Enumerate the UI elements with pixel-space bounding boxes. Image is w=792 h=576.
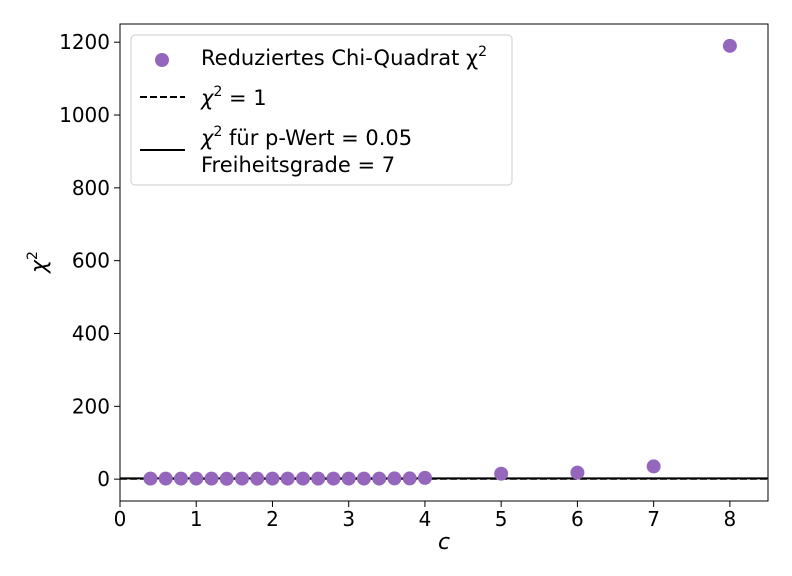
data-point xyxy=(402,471,417,486)
axes-layer: 0 1 2 3 4 5 6 7 8 0 200 400 600 800 1000 1200 xyxy=(59,30,736,531)
x-tick-label: 7 xyxy=(647,507,660,531)
data-point xyxy=(356,471,371,486)
legend-label-solid-line2: Freiheitsgrade = 7 xyxy=(201,153,395,177)
data-point xyxy=(311,471,326,486)
data-point xyxy=(722,38,737,53)
plot-layer xyxy=(120,38,768,486)
data-point xyxy=(570,465,585,480)
plot-frame xyxy=(119,23,769,502)
data-point xyxy=(295,471,310,486)
y-tick-label: 600 xyxy=(72,249,110,273)
legend-label-dashed-rest: = 1 xyxy=(222,86,266,110)
data-point xyxy=(219,471,234,486)
legend-label-chi2: Reduziertes Chi-Quadrat χ2 xyxy=(201,44,487,70)
y-tick-label: 0 xyxy=(97,467,110,491)
x-tick-label: 5 xyxy=(495,507,508,531)
data-point xyxy=(173,471,188,486)
x-tick-label: 6 xyxy=(571,507,584,531)
y-axis-label-superscript: 2 xyxy=(25,251,41,260)
legend-marker-chi2 xyxy=(155,53,169,67)
legend: Reduziertes Chi-Quadrat χ2 χ2 = 1 χ2 für… xyxy=(130,34,513,186)
x-tick-label: 8 xyxy=(724,507,737,531)
data-point xyxy=(646,459,661,474)
data-point xyxy=(189,471,204,486)
data-point xyxy=(234,471,249,486)
x-tick-label: 3 xyxy=(342,507,355,531)
y-axis-label-symbol: χ xyxy=(27,259,52,274)
data-point xyxy=(341,471,356,486)
y-tick-label: 800 xyxy=(72,176,110,200)
data-point xyxy=(326,471,341,486)
y-tick-label: 1200 xyxy=(59,30,110,54)
y-tick-label: 400 xyxy=(72,322,110,346)
legend-label-chi2-sup: 2 xyxy=(478,44,487,60)
x-tick-label: 1 xyxy=(190,507,203,531)
y-tick-label: 1000 xyxy=(59,103,110,127)
data-point xyxy=(372,471,387,486)
legend-label-chi2-text: Reduziertes Chi-Quadrat χ xyxy=(201,46,478,70)
data-point xyxy=(417,470,432,485)
legend-label-dashed: χ2 = 1 xyxy=(200,84,267,110)
data-point xyxy=(204,471,219,486)
legend-label-solid-rest: für p-Wert = 0.05 xyxy=(222,126,412,150)
data-point xyxy=(494,466,509,481)
legend-label-solid: χ2 für p-Wert = 0.05 xyxy=(200,124,412,150)
legend-label-solid-symbol: χ xyxy=(200,126,215,150)
x-tick-label: 2 xyxy=(266,507,279,531)
y-axis-label: χ2 xyxy=(25,251,52,274)
x-axis-label: c xyxy=(438,530,450,555)
legend-label-solid-sup: 2 xyxy=(213,124,222,140)
y-tick-label: 200 xyxy=(72,394,110,418)
data-point xyxy=(158,471,173,486)
data-point xyxy=(250,471,265,486)
data-point xyxy=(143,471,158,486)
data-point xyxy=(280,471,295,486)
legend-label-dashed-symbol: χ xyxy=(200,86,215,110)
legend-label-dashed-sup: 2 xyxy=(213,84,222,100)
legend-box xyxy=(130,34,513,186)
data-point xyxy=(265,471,280,486)
data-point xyxy=(387,471,402,486)
x-tick-label: 0 xyxy=(114,507,127,531)
x-tick-label: 4 xyxy=(419,507,432,531)
